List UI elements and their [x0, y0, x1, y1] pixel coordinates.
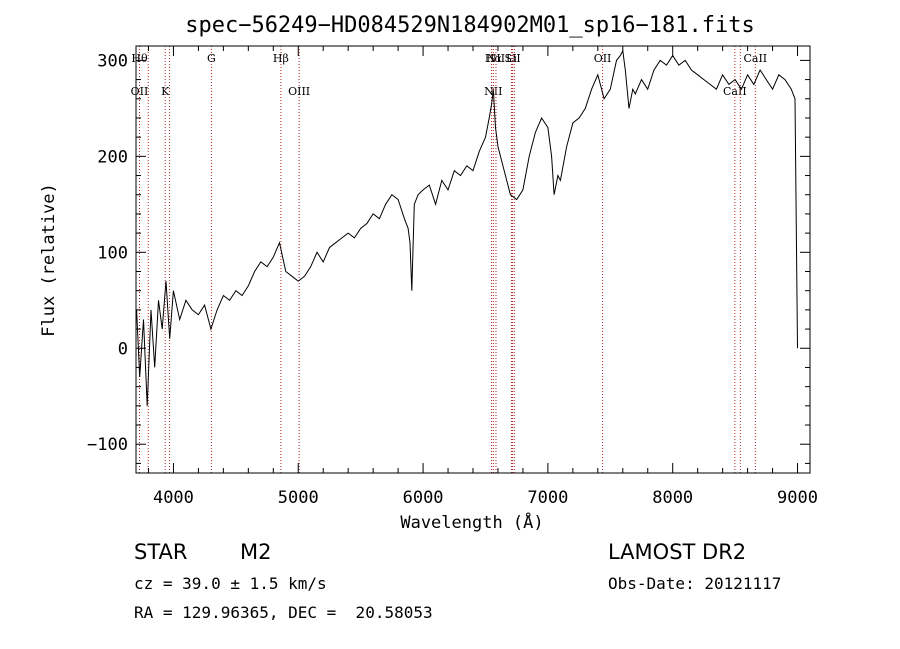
survey-name: LAMOST DR2 — [608, 540, 747, 564]
x-axis-label: Wavelength (Å) — [400, 511, 543, 533]
plot-frame — [135, 45, 811, 474]
redshift-readout: cz = 39.0 ± 1.5 km/s — [134, 574, 327, 593]
x-tick-label-0: 4000 — [153, 488, 194, 508]
y-tick-label-3: 200 — [97, 147, 128, 167]
line-label-bottom-2: K — [161, 85, 170, 98]
line-label-top-13: OII — [594, 52, 612, 65]
y-tick-label-2: 100 — [97, 243, 128, 263]
x-tick-label-5: 9000 — [777, 488, 818, 508]
line-label-top-11: SII — [504, 52, 520, 65]
x-tick-label-2: 6000 — [403, 488, 444, 508]
object-subclass: M2 — [240, 540, 272, 564]
x-tick-label-3: 7000 — [527, 488, 568, 508]
x-tick-label-1: 5000 — [278, 488, 319, 508]
chart-title: spec−56249−HD084529N184902M01_sp16−181.f… — [185, 13, 755, 38]
observation-date: Obs-Date: 20121117 — [608, 574, 782, 593]
line-label-bottom-14: CaII — [723, 85, 747, 98]
line-label-top-4: G — [207, 52, 216, 65]
line-label-top-0: Hθ — [131, 52, 148, 65]
line-label-bottom-0: OII — [131, 85, 149, 98]
line-label-bottom-6: OIII — [288, 85, 310, 98]
y-axis-label: Flux (relative) — [39, 183, 59, 337]
x-tick-label-4: 8000 — [652, 488, 693, 508]
line-label-top-9: NII — [487, 52, 505, 65]
line-label-top-5: Hβ — [273, 52, 289, 65]
coordinates: RA = 129.96365, DEC = 20.58053 — [134, 603, 433, 622]
axis-ticks: 4000 5000 6000 7000 8000 9000 −100 0 100 200 300 — [87, 46, 818, 508]
object-class: STAR — [134, 540, 188, 564]
line-label-top-8: Hα — [485, 52, 503, 65]
y-tick-label-0: −100 — [87, 435, 128, 455]
line-label-top-10: Li — [506, 52, 517, 65]
y-tick-label-1: 0 — [118, 339, 128, 359]
spectrum-line — [136, 49, 798, 406]
line-label-top-16: CaII — [743, 52, 767, 65]
y-tick-label-4: 300 — [97, 51, 128, 71]
